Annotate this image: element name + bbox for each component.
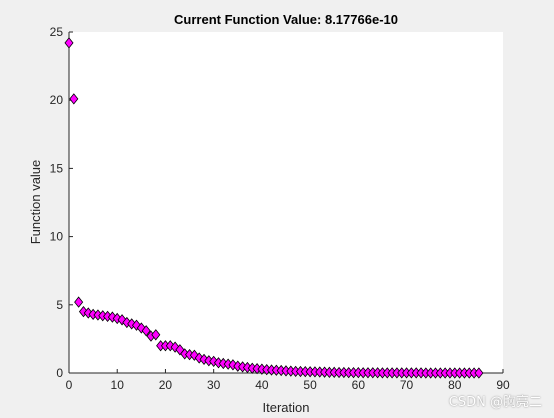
y-tick-label: 25 [50, 25, 64, 39]
chart-title: Current Function Value: 8.17766e-10 [174, 12, 398, 27]
x-tick-label: 60 [352, 378, 366, 392]
x-tick-label: 20 [159, 378, 173, 392]
data-point-marker [141, 325, 151, 337]
data-markers [64, 37, 484, 379]
x-tick-label: 0 [66, 378, 73, 392]
y-tick-label: 10 [50, 230, 64, 244]
data-point-marker [474, 367, 484, 379]
data-point-marker [151, 329, 161, 341]
x-tick-label: 70 [400, 378, 414, 392]
data-point-marker [64, 37, 74, 49]
x-tick-label: 80 [448, 378, 462, 392]
y-tick-label: 0 [56, 366, 63, 380]
y-tick-label: 5 [56, 298, 63, 312]
y-tick-label: 15 [50, 161, 64, 175]
csdn-watermark: CSDN @胸亮二 [448, 395, 542, 410]
plot-area [69, 32, 503, 373]
x-tick-label: 40 [255, 378, 269, 392]
data-point-marker [74, 296, 84, 308]
y-tick-label: 20 [50, 93, 64, 107]
x-tick-label: 10 [111, 378, 125, 392]
x-tick-label: 50 [303, 378, 317, 392]
x-tick-label: 30 [207, 378, 221, 392]
data-point-marker [69, 93, 79, 105]
x-tick-label: 90 [496, 378, 510, 392]
y-axis-label: Function value [28, 160, 43, 245]
x-axis-label: Iteration [263, 400, 310, 415]
